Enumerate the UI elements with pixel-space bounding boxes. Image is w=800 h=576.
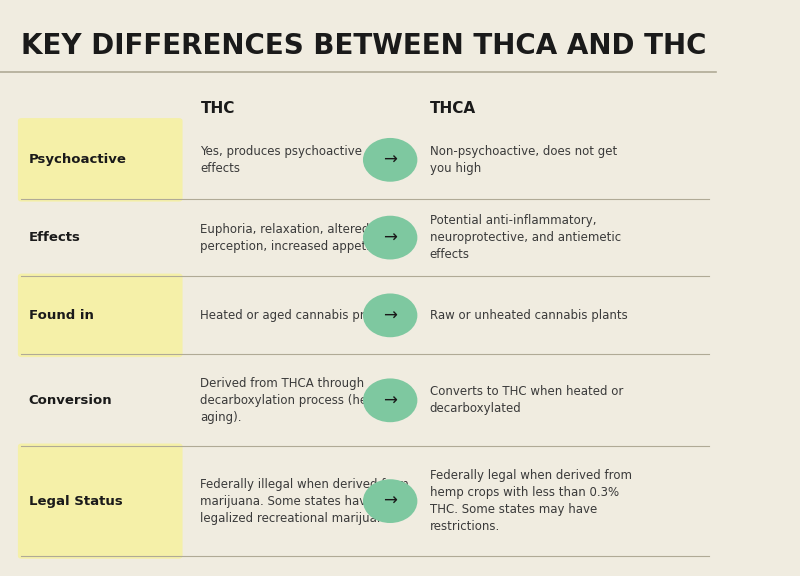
Text: Legal Status: Legal Status [29, 495, 122, 507]
FancyBboxPatch shape [18, 444, 182, 559]
Text: Derived from THCA through
decarboxylation process (heat or
aging).: Derived from THCA through decarboxylatio… [201, 377, 395, 424]
Text: Federally legal when derived from
hemp crops with less than 0.3%
THC. Some state: Federally legal when derived from hemp c… [430, 469, 631, 533]
Text: THCA: THCA [430, 101, 476, 116]
Text: Psychoactive: Psychoactive [29, 153, 126, 166]
Text: →: → [383, 492, 397, 510]
Circle shape [363, 138, 418, 182]
FancyBboxPatch shape [18, 118, 182, 202]
Text: THC: THC [201, 101, 235, 116]
Text: KEY DIFFERENCES BETWEEN THCA AND THC: KEY DIFFERENCES BETWEEN THCA AND THC [22, 32, 707, 60]
Text: Euphoria, relaxation, altered
perception, increased appetite: Euphoria, relaxation, altered perception… [201, 222, 382, 253]
Text: →: → [383, 306, 397, 324]
Circle shape [363, 378, 418, 422]
Text: Potential anti-inflammatory,
neuroprotective, and antiemetic
effects: Potential anti-inflammatory, neuroprotec… [430, 214, 621, 261]
Text: →: → [383, 229, 397, 247]
Text: Non-psychoactive, does not get
you high: Non-psychoactive, does not get you high [430, 145, 617, 175]
Text: →: → [383, 151, 397, 169]
Circle shape [363, 216, 418, 259]
Text: Federally illegal when derived from
marijuana. Some states have
legalized recrea: Federally illegal when derived from mari… [201, 478, 410, 525]
Text: Yes, produces psychoactive
effects: Yes, produces psychoactive effects [201, 145, 362, 175]
Text: Conversion: Conversion [29, 394, 112, 407]
FancyBboxPatch shape [18, 274, 182, 357]
Text: →: → [383, 391, 397, 410]
Text: Effects: Effects [29, 231, 81, 244]
Circle shape [363, 479, 418, 523]
Text: Found in: Found in [29, 309, 94, 322]
Text: Raw or unheated cannabis plants: Raw or unheated cannabis plants [430, 309, 627, 322]
Text: Heated or aged cannabis products: Heated or aged cannabis products [201, 309, 404, 322]
Text: Converts to THC when heated or
decarboxylated: Converts to THC when heated or decarboxy… [430, 385, 623, 415]
Circle shape [363, 294, 418, 338]
